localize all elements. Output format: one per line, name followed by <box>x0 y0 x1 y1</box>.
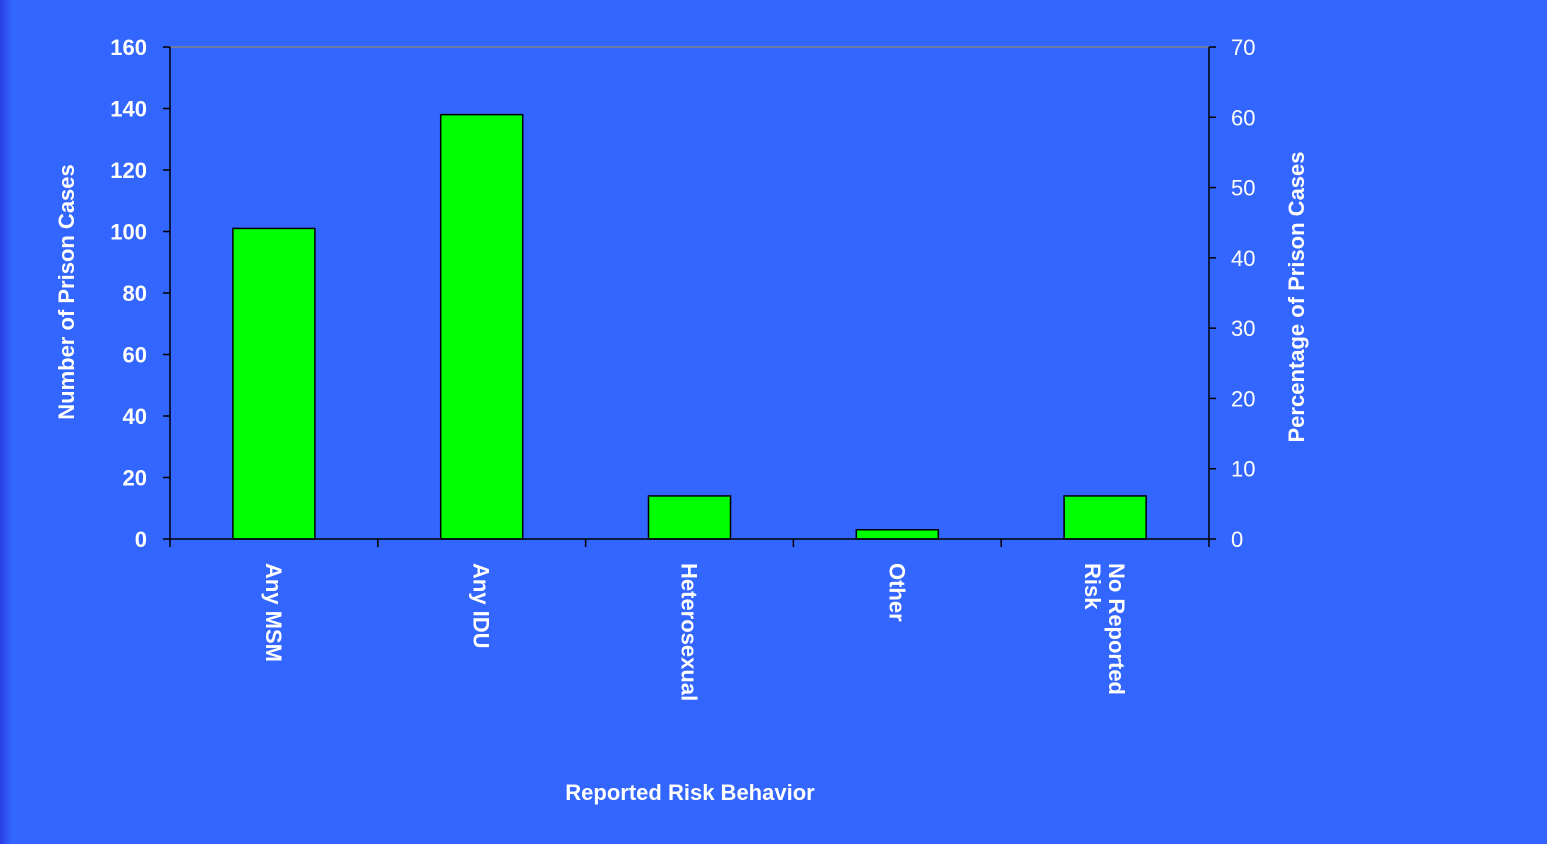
y2-tick-label: 50 <box>1231 176 1255 201</box>
y-tick-label: 80 <box>123 281 147 306</box>
y-tick-label: 40 <box>123 404 147 429</box>
bar <box>439 113 524 540</box>
y-axis-title: Number of Prison Cases <box>54 164 79 420</box>
y-tick-label: 0 <box>135 527 147 552</box>
right-y-axis-ticks: 0 10 20 30 40 50 60 70 <box>1209 35 1255 552</box>
x-category-label: Heterosexual <box>677 563 702 701</box>
y2-tick-label: 30 <box>1231 316 1255 341</box>
y2-axis-title: Percentage of Prison Cases <box>1284 151 1309 442</box>
bar <box>647 495 732 540</box>
y-tick-label: 60 <box>123 343 147 368</box>
y-tick-label: 100 <box>110 220 147 245</box>
y-tick-label: 160 <box>110 35 147 60</box>
bar <box>232 227 316 540</box>
y-tick-label: 20 <box>123 466 147 491</box>
y-tick-label: 140 <box>110 97 147 122</box>
y-tick-label: 120 <box>110 158 147 183</box>
y2-tick-label: 60 <box>1231 105 1255 130</box>
bar <box>855 529 940 540</box>
bar <box>1063 495 1147 540</box>
axes <box>169 47 1210 540</box>
x-axis-category-labels: Any MSM Any IDU Heterosexual Other No Report… <box>261 563 1129 701</box>
y2-tick-label: 40 <box>1231 246 1255 271</box>
x-category-label: Risk <box>1080 563 1105 610</box>
x-axis-ticks <box>169 539 1210 547</box>
left-y-axis-ticks: 0 20 40 60 80 100 120 140 160 <box>110 35 170 552</box>
x-category-label: No Reported <box>1104 563 1129 695</box>
y2-tick-label: 0 <box>1231 527 1243 552</box>
y2-tick-label: 70 <box>1231 35 1255 60</box>
y2-tick-label: 10 <box>1231 457 1255 482</box>
x-category-label: Any IDU <box>469 563 494 649</box>
x-category-label: Other <box>884 563 909 622</box>
x-axis-title: Reported Risk Behavior <box>565 780 815 805</box>
y2-tick-label: 20 <box>1231 386 1255 411</box>
x-category-label: Any MSM <box>261 563 286 662</box>
bar-series <box>232 113 1147 540</box>
